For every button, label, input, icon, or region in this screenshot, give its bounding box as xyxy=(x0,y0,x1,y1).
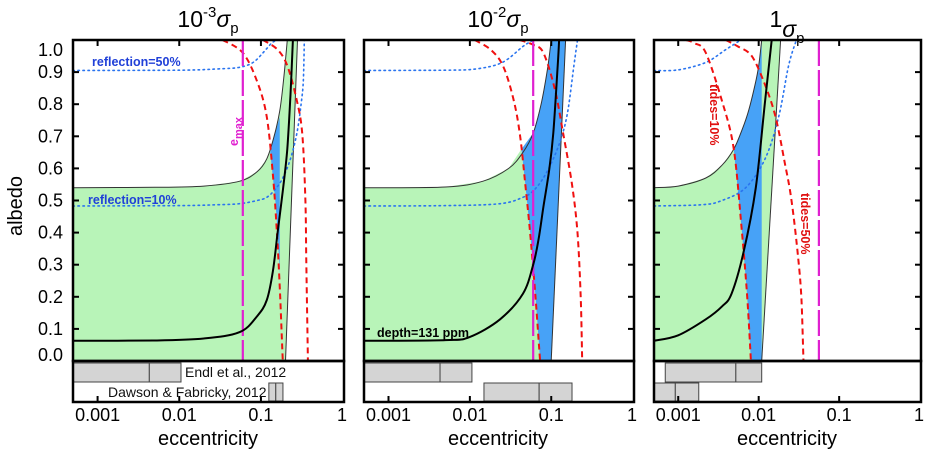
y-tick-label: 0.8 xyxy=(38,94,63,114)
right-bound-line xyxy=(761,40,782,361)
dawson-bar-segment xyxy=(483,382,540,402)
depth-curve xyxy=(364,40,561,342)
endl-bar-segment xyxy=(664,362,737,383)
allowed-region xyxy=(73,40,298,361)
tides-50-curve xyxy=(262,40,309,361)
plot-content xyxy=(364,40,584,361)
y-tick-label: 1.0 xyxy=(38,40,63,60)
x-tick-label: 0.01 xyxy=(741,405,776,425)
x-tick-label: 0.01 xyxy=(162,405,197,425)
reflection-50-curve xyxy=(73,40,278,72)
x-tick-label: 1 xyxy=(337,405,347,425)
x-tick-label: 1 xyxy=(627,405,637,425)
y-tick-label: 0.1 xyxy=(38,319,63,339)
x-tick-label: 0.1 xyxy=(827,405,852,425)
depth-label: depth=131 ppm xyxy=(377,326,469,340)
panel-title: 10-2σp xyxy=(467,4,528,37)
tides-50-curve xyxy=(725,40,805,361)
bar-frame xyxy=(71,359,346,404)
dawson-bar-segment xyxy=(268,382,277,402)
tides-10-label: tides=10% xyxy=(707,84,721,146)
tides-50-curve xyxy=(519,40,584,361)
dawson-bar-segment xyxy=(275,382,284,402)
depth-curve xyxy=(654,40,773,342)
y-tick-label: 0.3 xyxy=(38,255,63,275)
e-max-label: emax xyxy=(227,116,245,146)
y-tick-label: 0.4 xyxy=(38,223,63,243)
tides-50-label: tides=50% xyxy=(798,193,812,255)
x-tick-label: 0.001 xyxy=(75,405,120,425)
bar-frame xyxy=(362,359,636,404)
reflection-50-label: reflection=50% xyxy=(92,55,181,69)
y-tick-label: 0.7 xyxy=(38,126,63,146)
bar-frame xyxy=(652,359,923,404)
plot-content xyxy=(654,40,820,361)
panel-1e-3-sigma: 10-3σp 1.00.9 0.8 0.7 0.6 0.5 0.4 0.3 0.2 0.1 0.0… xyxy=(38,4,347,450)
x-tick-label: 0.1 xyxy=(248,405,273,425)
reflection-50-curve xyxy=(654,40,742,72)
plot-content xyxy=(73,40,309,361)
y-tick-label: 0.6 xyxy=(38,158,63,178)
y-axis-label: albedo xyxy=(5,176,27,236)
reflection-10-curve xyxy=(654,40,798,207)
y-tick-label: 0.0 xyxy=(38,345,63,365)
y-tick-label: 0.5 xyxy=(38,191,63,211)
upper-bound-curve xyxy=(73,40,288,189)
tides-10-curve xyxy=(685,40,752,361)
tidal-allowed-region xyxy=(733,40,762,361)
reflection-10-curve xyxy=(73,40,306,207)
reflection-10-label: reflection=10% xyxy=(88,193,177,207)
x-tick-label: 0.001 xyxy=(656,405,701,425)
y-tick-label: 0.2 xyxy=(38,287,63,307)
x-tick-label: 0.01 xyxy=(452,405,487,425)
panel-1e-2-sigma: 10-2σp 0.001 0.01 0.1 1 depth=131 ppm eccen… xyxy=(362,4,637,450)
plot-area: 0.001 0.01 0.1 1 xyxy=(652,38,924,425)
dawson-bar-label: Dawson & Fabricky, 2012 xyxy=(108,384,267,400)
x-axis-label: eccentricity xyxy=(448,428,548,450)
reflection-50-curve xyxy=(364,40,534,72)
x-axis-label: eccentricity xyxy=(737,428,837,450)
upper-bound-curve xyxy=(364,40,552,189)
plot-area: 1.00.9 0.8 0.7 0.6 0.5 0.4 0.3 0.2 0.1 0.0 0.001 0.… xyxy=(38,38,347,425)
x-tick-label: 1 xyxy=(914,405,924,425)
endl-bar-label: Endl et al., 2012 xyxy=(185,364,286,380)
x-tick-label: 0.1 xyxy=(539,405,564,425)
plot-area: 0.001 0.01 0.1 1 xyxy=(362,38,637,425)
endl-bar-segment xyxy=(72,362,150,383)
panel-title: 1σp xyxy=(769,6,804,47)
tides-10-curve xyxy=(474,40,542,361)
right-bound-line xyxy=(550,40,567,361)
panel-title: 10-3σp xyxy=(177,4,238,37)
endl-bar-segment xyxy=(439,362,473,383)
dawson-bar-segment xyxy=(538,382,573,402)
y-tick-label: 0.9 xyxy=(38,62,63,82)
x-tick-label: 0.001 xyxy=(366,405,411,425)
upper-bound-curve xyxy=(654,40,763,189)
allowed-region xyxy=(364,149,541,361)
dawson-bar-segment xyxy=(653,382,676,402)
depth-curve xyxy=(73,40,294,342)
x-axis-label: eccentricity xyxy=(158,428,258,450)
endl-bar-segment xyxy=(735,362,763,383)
reflection-10-curve xyxy=(364,40,579,207)
endl-bar-segment xyxy=(148,362,182,383)
panel-1-sigma: 1σp 0.001 0.01 0.1 1 tides=10% tides=50% ec… xyxy=(652,6,924,450)
endl-bar-segment xyxy=(363,362,441,383)
tides-10-curve xyxy=(222,40,284,361)
